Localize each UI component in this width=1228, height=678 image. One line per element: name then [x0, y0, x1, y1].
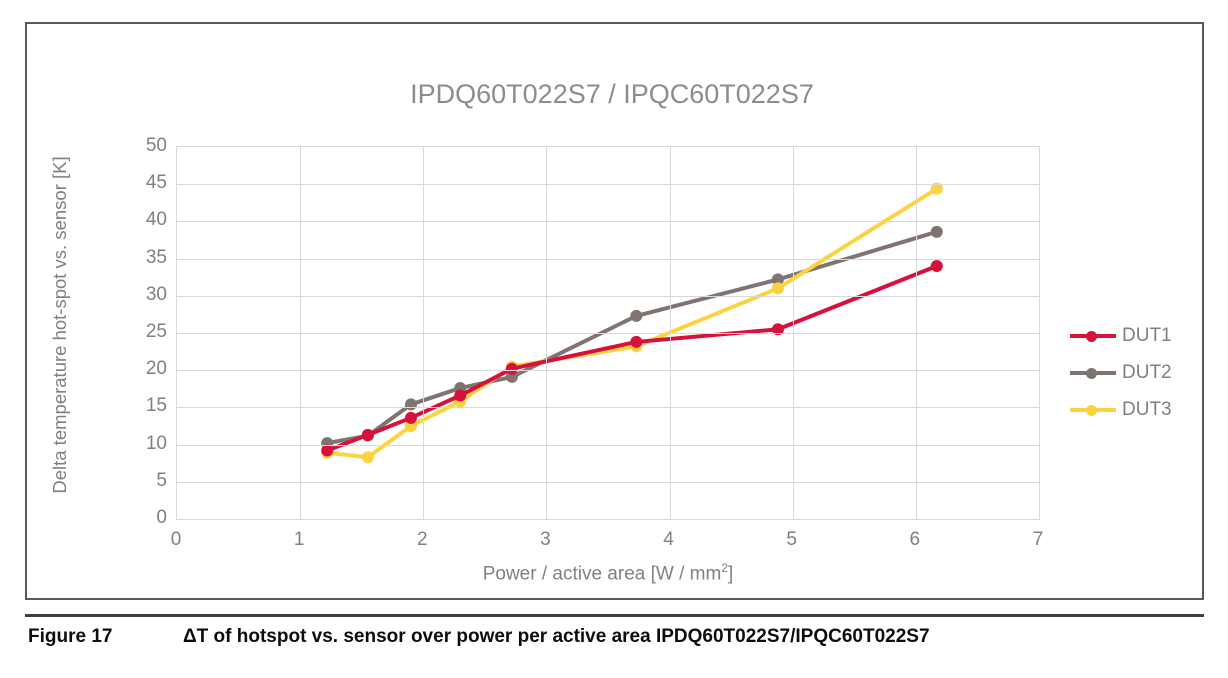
legend-swatch-icon — [1070, 365, 1116, 381]
gridline-horizontal — [177, 481, 1039, 483]
gridline-horizontal — [177, 184, 1039, 186]
chart-frame: IPDQ60T022S7 / IPQC60T022S7 Delta temper… — [25, 22, 1204, 600]
data-point-dut3 — [361, 451, 374, 464]
legend-marker-dot — [1086, 367, 1097, 379]
data-point-dut1 — [321, 444, 334, 457]
legend-marker-dot — [1086, 404, 1097, 416]
gridline-horizontal — [177, 407, 1039, 409]
figure-caption-label: Figure 17 — [28, 626, 113, 647]
gridline-horizontal — [177, 444, 1039, 446]
gridline-horizontal — [177, 258, 1039, 260]
legend-swatch-icon — [1070, 402, 1116, 418]
series-line-dut1 — [325, 264, 939, 453]
y-tick-label: 45 — [145, 172, 167, 194]
y-tick-label: 40 — [145, 209, 167, 231]
legend-label: DUT3 — [1122, 398, 1172, 420]
legend-item-dut1[interactable]: DUT1 — [1070, 317, 1195, 354]
chart-plot-svg — [321, 182, 943, 464]
data-point-dut1 — [361, 428, 374, 441]
y-axis-title: Delta temperature hot-spot vs. sensor [K… — [49, 156, 70, 494]
gridline-horizontal — [177, 333, 1039, 334]
data-point-dut1 — [454, 389, 467, 402]
y-tick-label: 35 — [145, 246, 167, 268]
gridline-horizontal — [177, 370, 1039, 372]
chart-title: IPDQ60T022S7 / IPQC60T022S7 — [410, 79, 814, 109]
x-tick-label: 6 — [909, 529, 921, 550]
series-line-dut3 — [325, 186, 939, 460]
y-tick-label: 0 — [156, 507, 167, 528]
legend-label: DUT2 — [1122, 361, 1172, 383]
x-axis-title: Power / active area [W / mm2] — [482, 561, 734, 585]
gridline-vertical — [546, 147, 548, 519]
y-tick-label: 10 — [145, 432, 167, 454]
gridline-vertical — [423, 147, 425, 519]
gridline-vertical — [300, 147, 302, 519]
x-axis-title-superscript: 2 — [721, 561, 729, 575]
x-tick-label: 3 — [540, 529, 551, 550]
y-axis-ticks: 0 5 10 15 20 25 30 35 40 45 50 — [123, 135, 167, 528]
y-tick-label: 20 — [145, 358, 167, 380]
gridline-vertical — [792, 147, 794, 519]
data-point-dut2 — [630, 309, 643, 322]
legend-marker-dot — [1086, 330, 1097, 342]
data-point-dut1 — [404, 411, 417, 424]
chart-legend: DUT1 DUT2 DUT3 — [1070, 317, 1195, 428]
y-tick-label: 5 — [156, 469, 167, 491]
y-tick-label: 30 — [145, 283, 167, 305]
data-point-dut1 — [505, 362, 518, 375]
data-point-dut1 — [630, 335, 643, 348]
y-tick-label: 15 — [145, 395, 167, 417]
data-point-dut2 — [930, 225, 943, 238]
figure-caption: Figure 17 ΔT of hotspot vs. sensor over p… — [28, 626, 1204, 648]
legend-swatch-icon — [1070, 328, 1116, 344]
y-tick-label: 25 — [145, 321, 167, 342]
gridline-horizontal — [177, 221, 1039, 223]
series-line-dut2 — [325, 229, 939, 446]
legend-label: DUT1 — [1122, 324, 1172, 346]
data-point-dut3 — [930, 182, 943, 195]
gridline-horizontal — [177, 295, 1039, 297]
x-tick-label: 2 — [416, 529, 428, 550]
caption-divider — [25, 614, 1204, 617]
data-point-dut1 — [930, 260, 943, 273]
x-axis-ticks: 0 1 2 3 4 5 6 7 — [171, 529, 1044, 555]
plot-area — [176, 146, 1040, 520]
data-point-dut2 — [771, 273, 784, 286]
legend-item-dut3[interactable]: DUT3 — [1070, 391, 1195, 428]
x-tick-label: 1 — [293, 529, 305, 550]
legend-item-dut2[interactable]: DUT2 — [1070, 354, 1195, 391]
gridline-vertical — [915, 147, 917, 519]
x-tick-label: 4 — [663, 529, 674, 550]
figure-caption-text: ΔT of hotspot vs. sensor over power per … — [183, 626, 930, 647]
x-tick-label: 7 — [1032, 529, 1044, 550]
data-point-dut3 — [771, 282, 784, 295]
data-point-dut2 — [404, 398, 417, 411]
x-tick-label: 0 — [170, 529, 182, 550]
data-point-dut1 — [771, 323, 784, 336]
gridline-vertical — [669, 147, 671, 519]
x-tick-label: 5 — [786, 529, 797, 550]
y-tick-label: 50 — [145, 135, 167, 156]
